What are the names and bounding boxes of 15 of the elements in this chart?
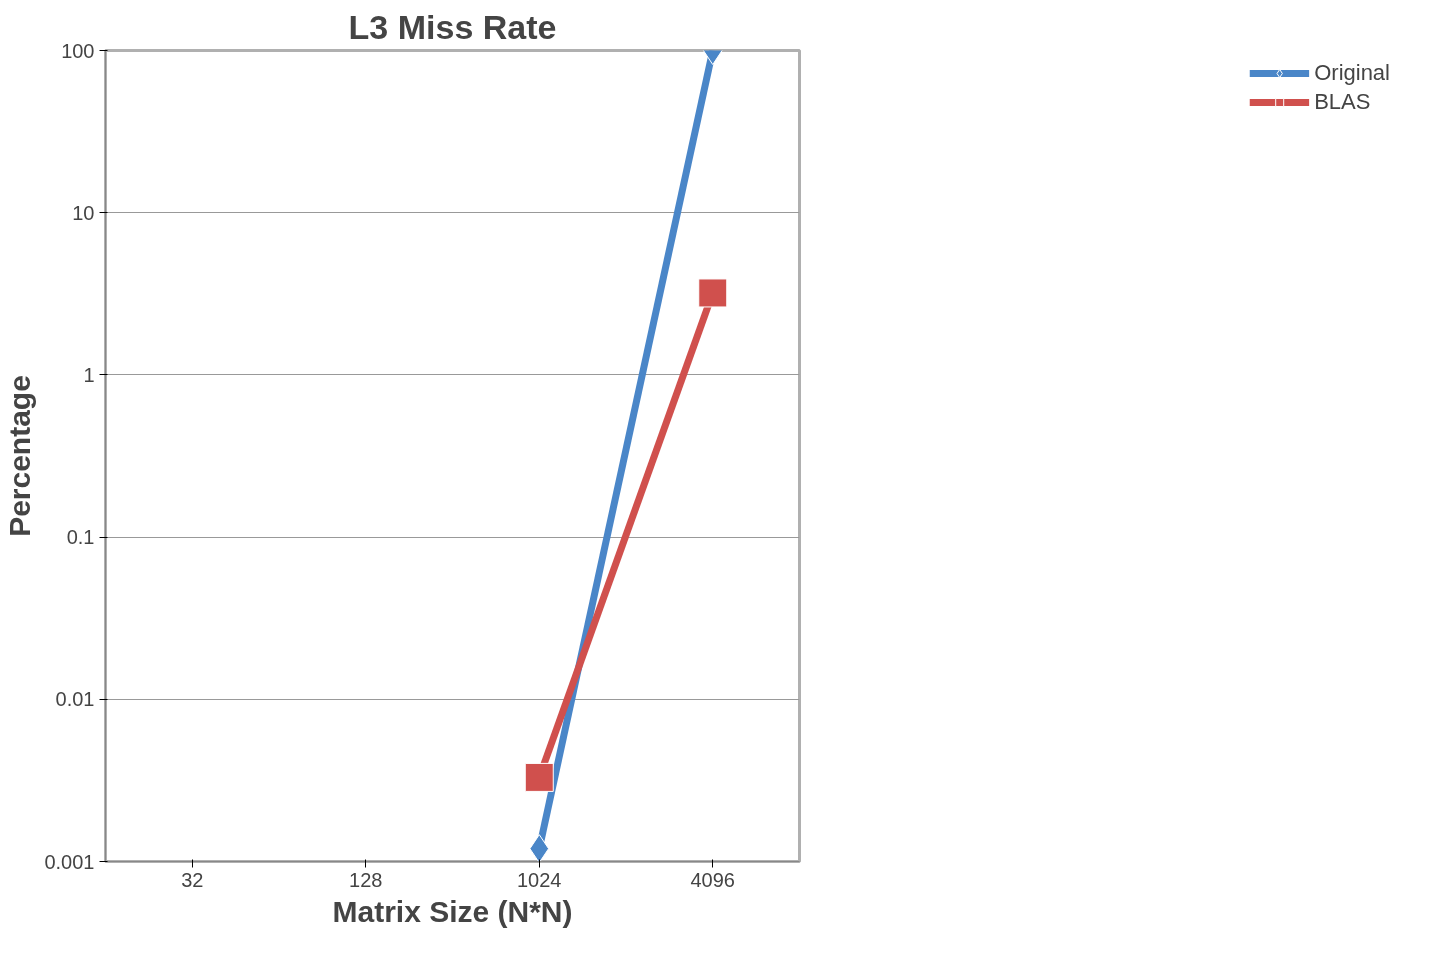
y-tick-label: 100 <box>61 39 95 62</box>
x-tick-label: 1024 <box>517 868 562 891</box>
chart-title: L3 Miss Rate <box>348 7 557 46</box>
x-tick-label: 4096 <box>690 868 735 891</box>
y-tick-label: 0.01 <box>55 688 95 711</box>
legend-label: BLAS <box>1314 89 1371 115</box>
x-tick-label: 32 <box>181 868 204 891</box>
y-tick-label: 1 <box>83 363 95 386</box>
y-axis-title: Percentage <box>3 375 37 537</box>
y-tick-label: 0.1 <box>66 526 95 549</box>
legend-label: Original <box>1314 60 1390 86</box>
y-tick-label: 10 <box>72 201 95 224</box>
x-tick-label: 128 <box>349 868 383 891</box>
x-axis-title: Matrix Size (N*N) <box>332 894 573 928</box>
y-tick-label: 0.001 <box>44 850 95 873</box>
